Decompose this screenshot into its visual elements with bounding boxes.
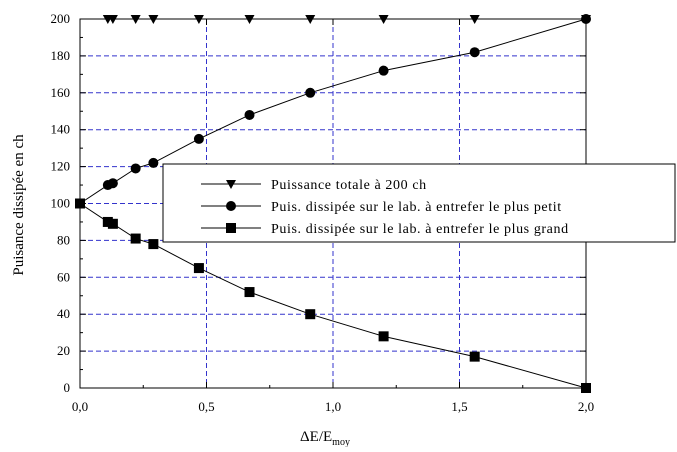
square-point (130, 233, 141, 244)
series-1 (102, 15, 591, 24)
y-tick-label: 100 (51, 196, 71, 211)
square-point (107, 218, 118, 229)
y-tick-label: 0 (64, 380, 71, 395)
triangle-point (469, 15, 480, 24)
square-point (102, 216, 113, 227)
series-layer (75, 14, 591, 393)
circle-point (107, 178, 118, 189)
x-tick-label: 0,0 (72, 399, 88, 414)
circle-point (305, 87, 316, 98)
series-3 (75, 198, 591, 393)
square-point (469, 351, 480, 362)
circle-point (244, 109, 255, 120)
x-tick-label: 1,0 (325, 399, 341, 414)
legend-marker (226, 223, 236, 233)
square-point (75, 198, 85, 209)
y-axis-title: Puisance dissipée en ch (11, 134, 27, 276)
series-2 (75, 14, 591, 209)
y-tick-label: 200 (51, 11, 71, 26)
circle-point (469, 47, 480, 58)
y-tick-label: 180 (51, 48, 71, 63)
circle-point (378, 65, 389, 76)
y-tick-label: 140 (51, 122, 71, 137)
circle-point (581, 14, 591, 24)
legend-entry: Puissance totale à 200 ch (271, 178, 427, 193)
x-axis-title-subscript: moy (332, 437, 350, 447)
square-point (305, 309, 316, 320)
circle-point (193, 133, 204, 144)
x-tick-label: 0,5 (198, 399, 214, 414)
x-tick-label: 2,0 (578, 399, 594, 414)
triangle-point (305, 15, 316, 24)
circle-point (130, 163, 141, 174)
y-tick-label: 120 (51, 159, 71, 174)
triangle-point (378, 15, 389, 24)
triangle-point (107, 15, 118, 24)
y-tick-label: 20 (57, 343, 70, 358)
legend-marker (226, 180, 236, 189)
legend: Puissance totale à 200 ch Puis. dissipée … (162, 163, 676, 243)
square-point (193, 263, 204, 274)
square-point (244, 287, 255, 298)
square-point (148, 239, 159, 250)
triangle-point (244, 15, 255, 24)
triangle-point (148, 15, 159, 24)
y-tick-label: 40 (57, 306, 70, 321)
x-axis-title-main: ΔE/E (300, 429, 332, 445)
circle-point (148, 157, 159, 168)
y-tick-label: 160 (51, 85, 71, 100)
square-point (378, 331, 389, 342)
legend-entry: Puis. dissipée sur le lab. à entrefer le… (271, 222, 569, 237)
legend-marker (226, 201, 236, 211)
square-point (581, 383, 591, 393)
triangle-point (193, 15, 204, 24)
triangle-point (130, 15, 141, 24)
y-tick-label: 80 (57, 232, 70, 247)
legend-box (162, 163, 676, 243)
y-tick-label: 60 (57, 269, 70, 284)
legend-entry: Puis. dissipée sur le lab. à entrefer le… (271, 200, 562, 215)
labels-layer: Puisance dissipée en ch ΔE/Emoy (11, 134, 350, 448)
x-axis-title: ΔE/Emoy (300, 429, 350, 447)
x-tick-label: 1,5 (451, 399, 467, 414)
